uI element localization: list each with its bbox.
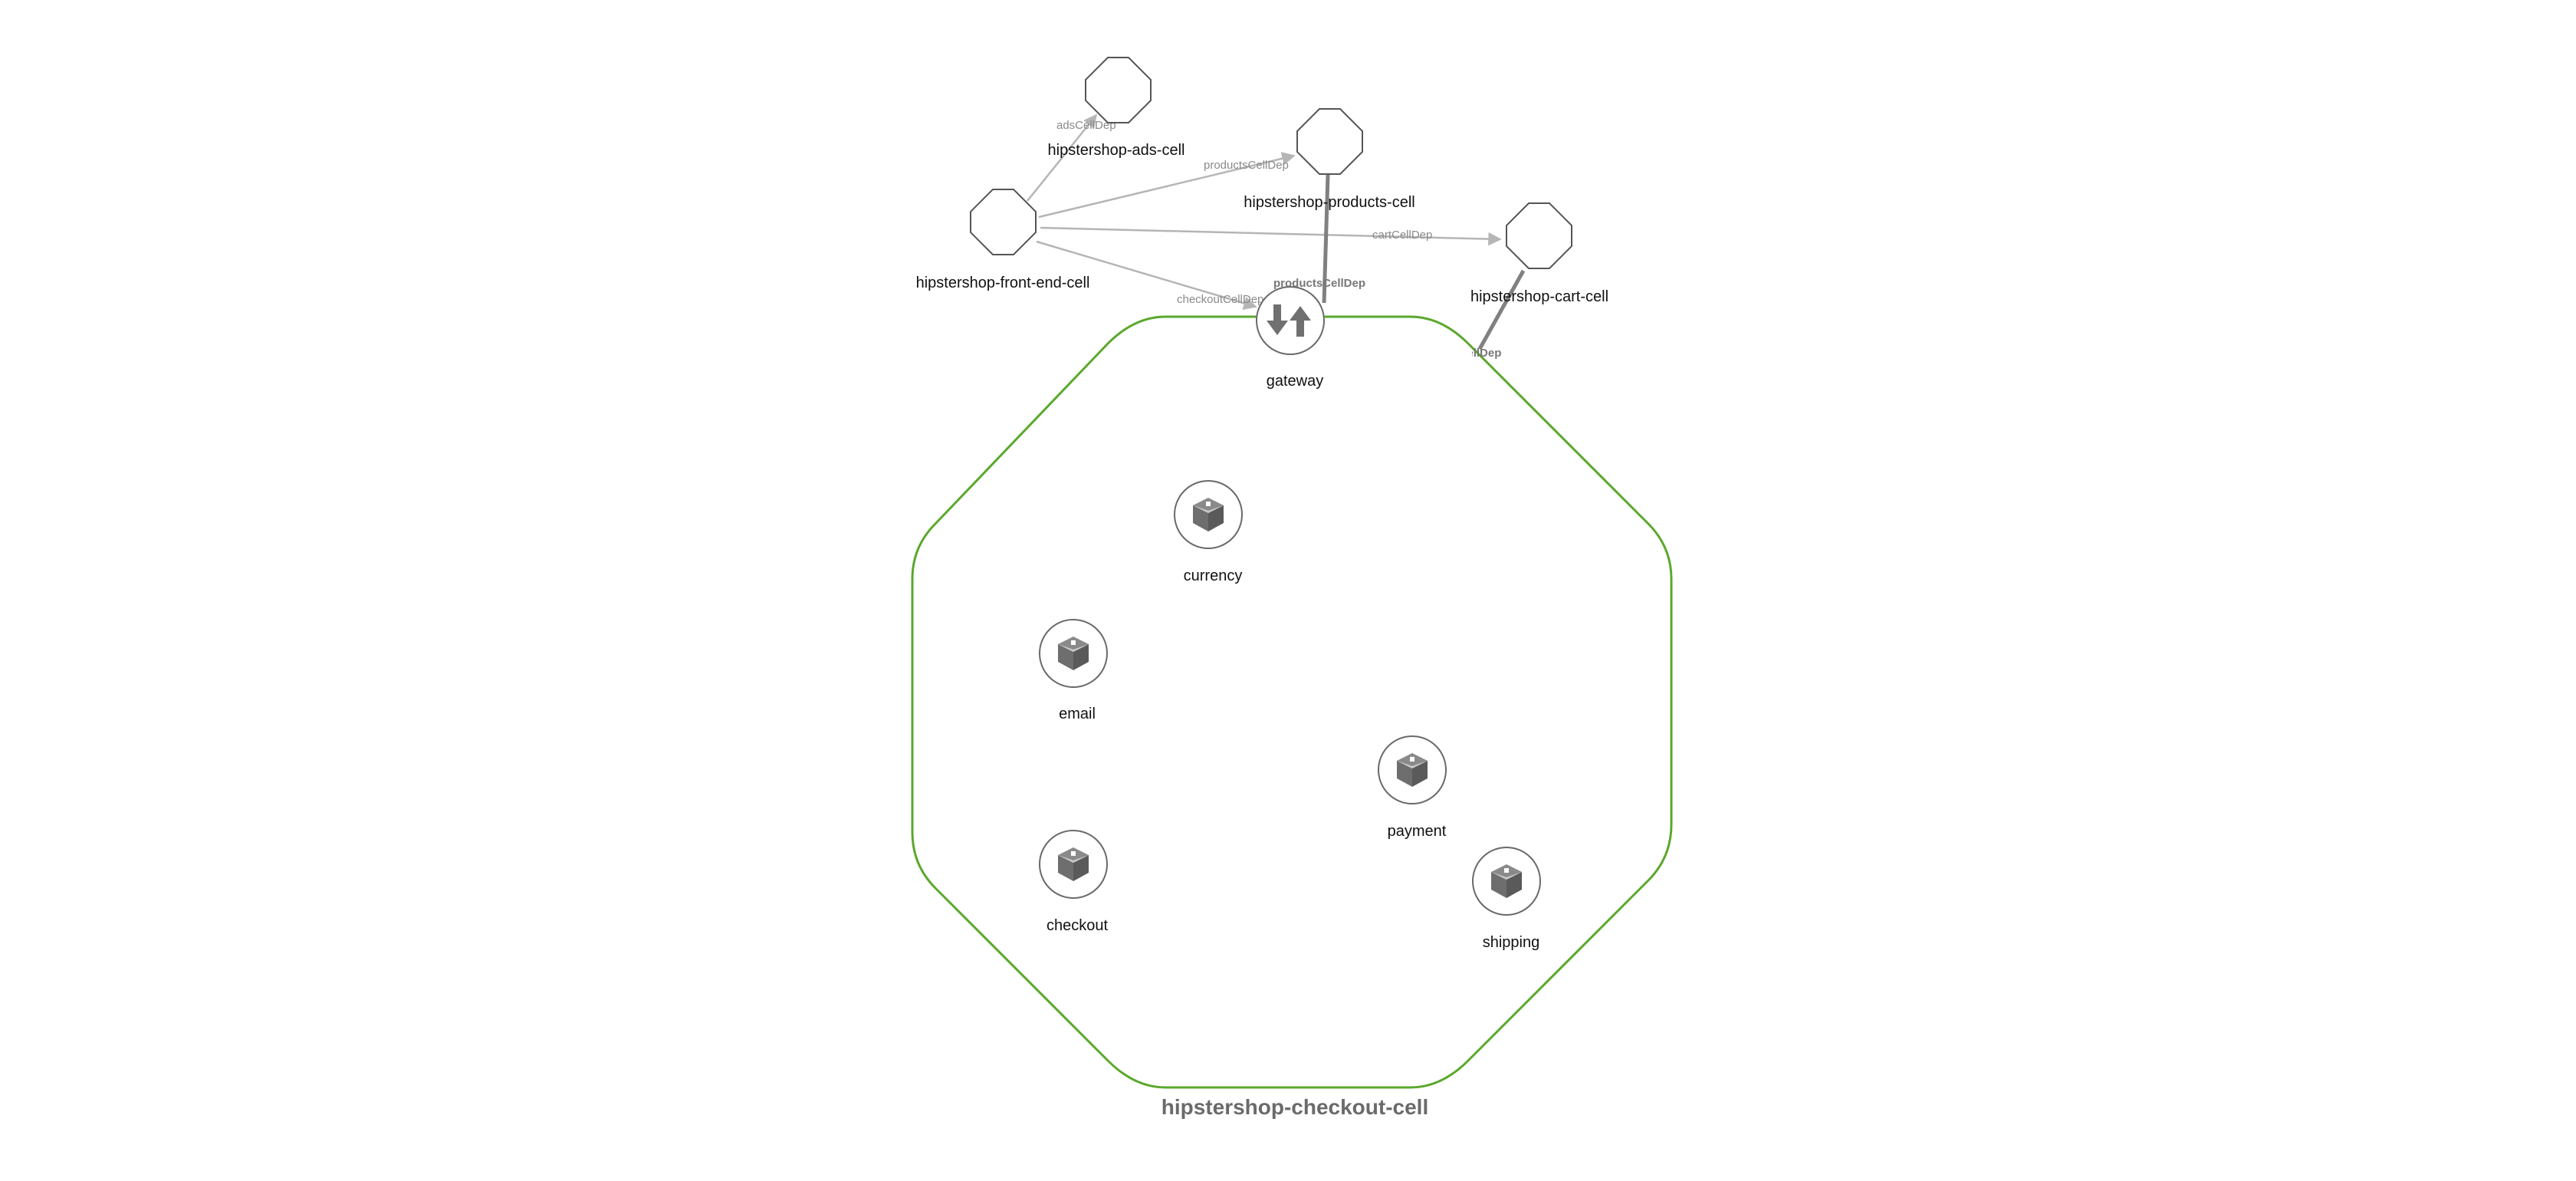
package-box-icon xyxy=(1193,498,1224,531)
external-cell-front-end[interactable]: hipstershop-front-end-cell xyxy=(916,189,1090,291)
node-label: shipping xyxy=(1483,934,1540,951)
gateway-node[interactable]: gateway xyxy=(1256,286,1325,390)
package-box-icon xyxy=(1058,637,1089,670)
gateway-arrows-icon xyxy=(1267,304,1311,337)
component-checkout[interactable]: checkout xyxy=(1039,830,1108,934)
edge-front-end-to-gateway[interactable] xyxy=(1036,240,1257,310)
octagon-icon xyxy=(1506,202,1572,269)
package-box-icon xyxy=(1491,864,1522,898)
node-label: hipstershop-front-end-cell xyxy=(916,275,1090,291)
octagon-icon xyxy=(1296,108,1363,175)
edge-label-ads: adsCellDep xyxy=(1056,119,1116,132)
external-cell-ads[interactable]: hipstershop-ads-cell xyxy=(1048,57,1185,159)
component-payment[interactable]: payment xyxy=(1378,735,1447,840)
node-label: email xyxy=(1059,706,1096,722)
edge-cell-to-cart[interactable] xyxy=(1477,269,1526,350)
node-label: currency xyxy=(1184,567,1243,584)
cell-boundary[interactable] xyxy=(911,315,1673,1089)
package-box-icon xyxy=(1397,753,1428,787)
component-shipping[interactable]: shipping xyxy=(1472,847,1541,951)
external-cell-cart[interactable]: hipstershop-cart-cell xyxy=(1470,202,1608,305)
edge-label-checkout: checkoutCellDep xyxy=(1177,293,1263,306)
edge-front-end-to-products[interactable] xyxy=(1038,152,1296,219)
node-label: checkout xyxy=(1046,917,1108,934)
octagon-icon xyxy=(970,189,1037,255)
node-label: hipstershop-products-cell xyxy=(1244,194,1414,211)
edge-gateway-to-products[interactable] xyxy=(1322,174,1330,304)
octagon-icon xyxy=(1085,57,1152,123)
edge-front-end-to-ads[interactable] xyxy=(1027,113,1098,202)
component-currency[interactable]: currency xyxy=(1174,480,1243,584)
edge-front-end-to-cart[interactable] xyxy=(1040,226,1502,246)
node-label: gateway xyxy=(1267,373,1324,390)
edge-label-cell-cart: cartCellDep xyxy=(1438,347,1501,360)
cell-title: hipstershop-checkout-cell xyxy=(1162,1095,1429,1119)
edge-label-products: productsCellDep xyxy=(1204,159,1289,172)
node-label: hipstershop-cart-cell xyxy=(1470,288,1608,305)
package-box-icon xyxy=(1058,847,1089,881)
external-cell-products[interactable]: hipstershop-products-cell xyxy=(1244,108,1415,211)
edge-label-cart: cartCellDep xyxy=(1372,229,1432,242)
node-label: hipstershop-ads-cell xyxy=(1048,142,1185,159)
node-label: payment xyxy=(1388,823,1447,840)
component-email[interactable]: email xyxy=(1039,619,1108,722)
